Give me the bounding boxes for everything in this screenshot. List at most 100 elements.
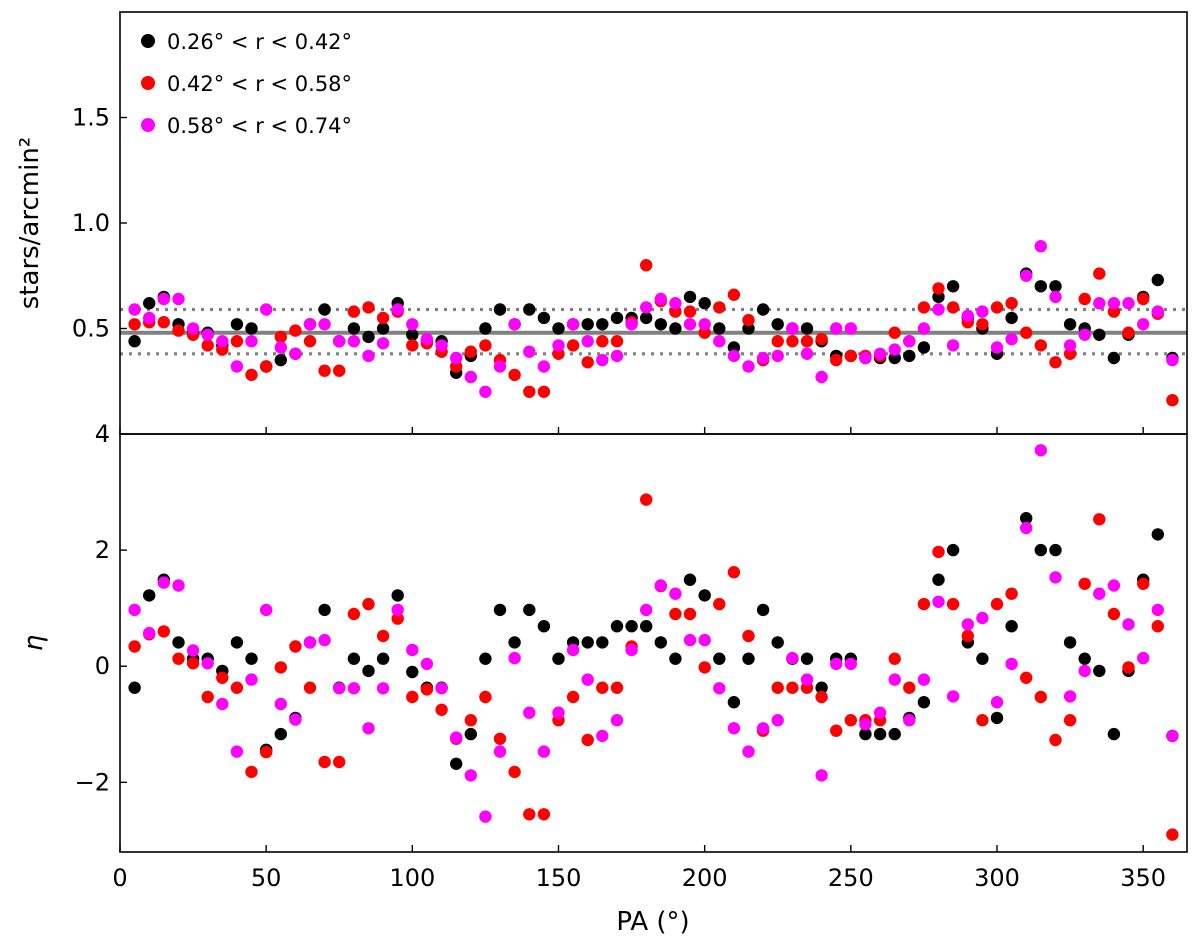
top-point-s3-33	[610, 349, 624, 363]
bottom-point-s3-25	[493, 745, 507, 758]
top-point-s1-43	[756, 303, 770, 316]
top-point-s1-56	[946, 280, 960, 293]
bottom-point-s3-22	[450, 731, 463, 744]
top-point-s1-25	[493, 303, 507, 316]
legend-marker-series-3	[141, 118, 155, 132]
bottom-point-s1-8	[245, 652, 258, 665]
bottom-point-s1-41	[727, 696, 741, 709]
top-point-s2-69	[1137, 292, 1150, 306]
bottom-point-s3-18	[391, 603, 404, 617]
top-point-s3-67	[1107, 297, 1121, 310]
top-point-s3-38	[683, 318, 697, 331]
bottom-point-s3-63	[1049, 571, 1062, 584]
top-point-s2-7	[230, 335, 244, 348]
bottom-point-s2-6	[216, 671, 229, 684]
top-point-s1-35	[640, 311, 653, 325]
top-point-s1-1	[143, 297, 156, 310]
top-point-s2-60	[1005, 297, 1018, 310]
bottom-point-s3-30	[566, 643, 580, 657]
bottom-point-s2-30	[566, 690, 580, 704]
bottom-point-s1-46	[800, 652, 814, 665]
top-point-s3-42	[742, 360, 755, 373]
top-point-s3-22	[450, 351, 463, 365]
legend: 0.26° < r < 0.42° 0.42° < r < 0.58° 0.58…	[141, 30, 352, 138]
top-point-s2-5	[201, 339, 214, 352]
top-point-s3-50	[859, 351, 872, 365]
bottom-point-s3-43	[756, 722, 770, 735]
bottom-point-s1-18	[391, 589, 404, 602]
bottom-point-s3-40	[713, 682, 726, 695]
bottom-point-s3-47	[815, 769, 828, 782]
bottom-point-s2-69	[1137, 577, 1150, 590]
top-point-s1-39	[698, 297, 711, 310]
bottom-point-s1-32	[596, 636, 609, 649]
bottom-point-s2-40	[713, 597, 726, 611]
bottom-point-s2-68	[1122, 661, 1135, 674]
bottom-point-s2-54	[917, 597, 931, 611]
bottom-point-s3-60	[1005, 657, 1018, 671]
bottom-point-s1-34	[625, 620, 638, 633]
bottom-point-s2-65	[1078, 577, 1091, 590]
xtick-label: 50	[251, 864, 282, 892]
top-point-s2-56	[946, 301, 960, 314]
bottom-point-s1-62	[1034, 543, 1048, 557]
bottom-point-s1-70	[1151, 528, 1165, 541]
top-point-s3-21	[435, 339, 448, 352]
top-point-s2-8	[245, 368, 258, 382]
bottom-point-s2-11	[289, 640, 302, 653]
top-point-s3-37	[669, 297, 682, 310]
bottom-point-s3-51	[873, 706, 887, 719]
top-ytick-label: 0.5	[72, 315, 110, 343]
top-point-s2-13	[318, 364, 331, 377]
top-point-s2-26	[508, 368, 521, 382]
top-point-s2-16	[362, 301, 375, 314]
top-point-s1-54	[917, 341, 931, 354]
bottom-point-s3-59	[990, 696, 1004, 709]
bottom-point-s3-41	[727, 722, 741, 735]
x-axis-label: PA (°)	[616, 907, 689, 937]
bottom-point-s2-24	[479, 690, 492, 704]
bottom-point-s2-53	[903, 681, 916, 694]
bottom-point-s2-25	[493, 732, 507, 745]
bottom-point-s2-38	[683, 607, 697, 621]
top-point-s1-17	[376, 322, 390, 335]
top-point-s2-32	[596, 335, 609, 348]
bottom-y-ticks: −2 0 2 4	[75, 420, 127, 796]
bottom-point-s2-45	[786, 681, 799, 694]
top-point-s3-7	[230, 360, 244, 373]
bottom-point-s2-33	[610, 681, 624, 694]
top-point-s1-64	[1063, 318, 1077, 331]
bottom-point-s1-61	[1019, 512, 1033, 525]
bottom-point-s1-27	[523, 603, 536, 617]
top-point-s2-44	[771, 335, 784, 348]
top-point-s2-62	[1034, 339, 1048, 352]
top-point-s3-18	[391, 303, 404, 316]
top-point-s1-16	[362, 330, 375, 344]
top-point-s3-9	[260, 303, 273, 316]
bottom-point-s2-35	[640, 493, 653, 506]
bottom-point-s3-68	[1122, 618, 1135, 631]
legend-label-series-2: 0.42° < r < 0.58°	[167, 72, 352, 96]
top-point-s3-16	[362, 349, 375, 363]
top-y-axis-label: stars/arcmin²	[15, 137, 45, 309]
top-point-s3-0	[128, 303, 141, 316]
bottom-y-axis-label: η	[19, 635, 49, 651]
bottom-point-s3-69	[1137, 651, 1150, 665]
top-point-s2-17	[376, 311, 390, 325]
bottom-point-s3-56	[946, 690, 960, 703]
top-point-s2-31	[581, 356, 594, 369]
bottom-point-s3-8	[245, 673, 258, 686]
bottom-point-s3-19	[406, 643, 419, 657]
bottom-point-s2-70	[1151, 620, 1165, 633]
top-point-s3-2	[157, 292, 170, 306]
top-point-s2-0	[128, 318, 141, 331]
bottom-point-s3-9	[260, 603, 273, 617]
bottom-point-s3-6	[216, 697, 229, 711]
bottom-point-s2-19	[406, 690, 419, 704]
top-point-s1-60	[1005, 311, 1018, 325]
top-point-s3-12	[303, 318, 317, 331]
bottom-point-s1-28	[537, 620, 551, 633]
bottom-point-s2-49	[844, 714, 857, 727]
top-point-s2-54	[917, 301, 931, 314]
